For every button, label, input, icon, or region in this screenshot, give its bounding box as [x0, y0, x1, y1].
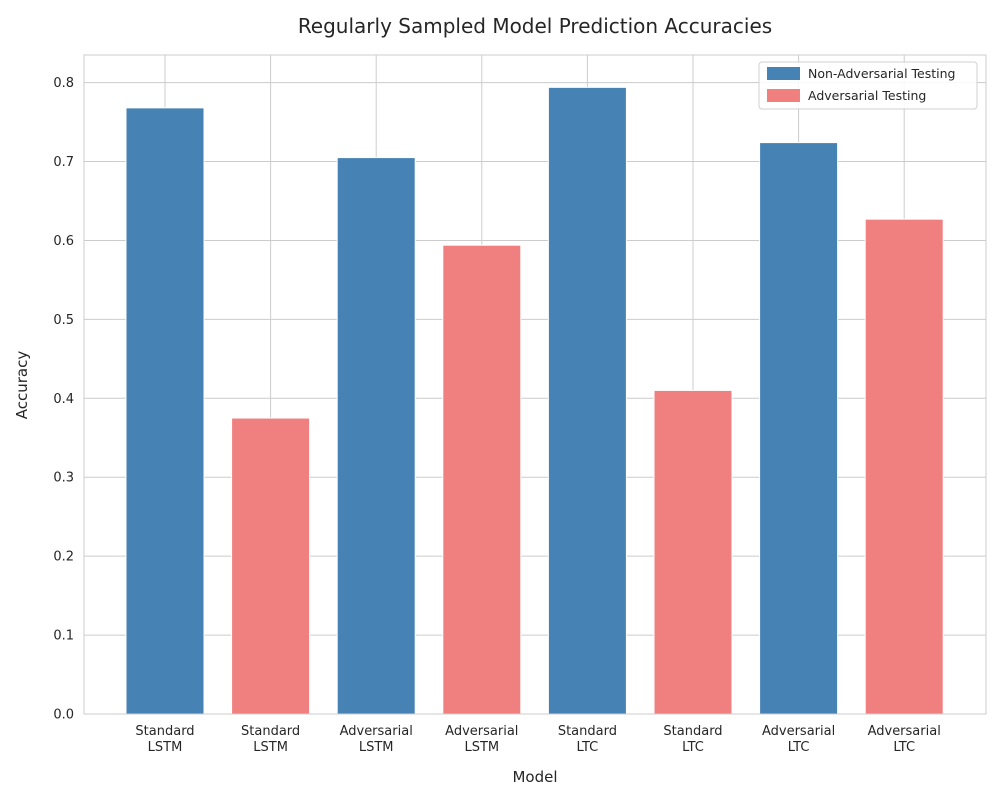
legend-swatch-non-adversarial — [767, 67, 800, 80]
bar-adversarial — [442, 244, 522, 715]
chart-title: Regularly Sampled Model Prediction Accur… — [298, 14, 772, 38]
x-tick-label: Adversarial LSTM — [340, 724, 413, 755]
bar-non-adversarial — [125, 107, 205, 715]
y-tick-label: 0.2 — [53, 550, 74, 565]
x-tick-label-line: LTC — [893, 740, 915, 755]
x-tick-label: Standard LSTM — [241, 724, 300, 755]
x-tick-label-line: LTC — [682, 740, 704, 755]
x-tick-label-line: LSTM — [148, 740, 183, 755]
x-tick-label-line: Adversarial — [868, 724, 941, 739]
x-tick-label-line: Adversarial — [762, 724, 835, 739]
grid-lines — [84, 55, 986, 715]
x-tick-label: Adversarial LTC — [868, 724, 941, 755]
y-tick-label: 0.7 — [53, 155, 74, 170]
x-tick-label: Standard LTC — [558, 724, 617, 755]
legend-label-adversarial: Adversarial Testing — [808, 88, 926, 103]
y-tick-label: 0.3 — [53, 471, 74, 486]
y-tick-label: 0.1 — [53, 629, 74, 644]
y-tick-label: 0.4 — [53, 392, 74, 407]
x-tick-label-line: Adversarial — [340, 724, 413, 739]
x-tick-label-line: Adversarial — [445, 724, 518, 739]
x-tick-label-line: Standard — [558, 724, 617, 739]
y-tick-label: 0.6 — [53, 234, 74, 249]
bar-non-adversarial — [759, 142, 839, 715]
legend-frame — [758, 61, 978, 110]
x-tick-label-line: LTC — [788, 740, 810, 755]
x-tick-label: Adversarial LSTM — [445, 724, 518, 755]
bars — [125, 86, 944, 715]
x-axis-label: Model — [512, 768, 557, 786]
x-tick-label-line: LSTM — [253, 740, 288, 755]
x-tick-label-line: LSTM — [464, 740, 499, 755]
legend: Non-Adversarial Testing Adversarial Test… — [758, 61, 978, 110]
bar-adversarial — [653, 389, 733, 715]
legend-label-non-adversarial: Non-Adversarial Testing — [808, 66, 956, 81]
x-tick-label-line: LTC — [577, 740, 599, 755]
legend-swatch-adversarial — [767, 89, 800, 102]
y-tick-labels: 0.0 0.1 0.2 0.3 0.4 0.5 0.6 0.7 0.8 — [53, 76, 74, 722]
bar-adversarial — [231, 417, 311, 715]
y-tick-label: 0.5 — [53, 313, 74, 328]
bar-non-adversarial — [547, 86, 627, 715]
x-tick-label: Standard LTC — [663, 724, 722, 755]
x-tick-label-line: LSTM — [359, 740, 394, 755]
y-axis-label: Accuracy — [13, 351, 31, 420]
x-tick-label-line: Standard — [135, 724, 194, 739]
bar-adversarial — [864, 218, 944, 715]
y-tick-label: 0.0 — [53, 708, 74, 723]
x-tick-label-line: Standard — [241, 724, 300, 739]
plot-area-frame — [83, 54, 987, 715]
x-tick-label: Adversarial LTC — [762, 724, 835, 755]
x-tick-label: Standard LSTM — [135, 724, 194, 755]
x-tick-label-line: Standard — [663, 724, 722, 739]
bar-non-adversarial — [336, 157, 416, 715]
y-tick-label: 0.8 — [53, 76, 74, 91]
